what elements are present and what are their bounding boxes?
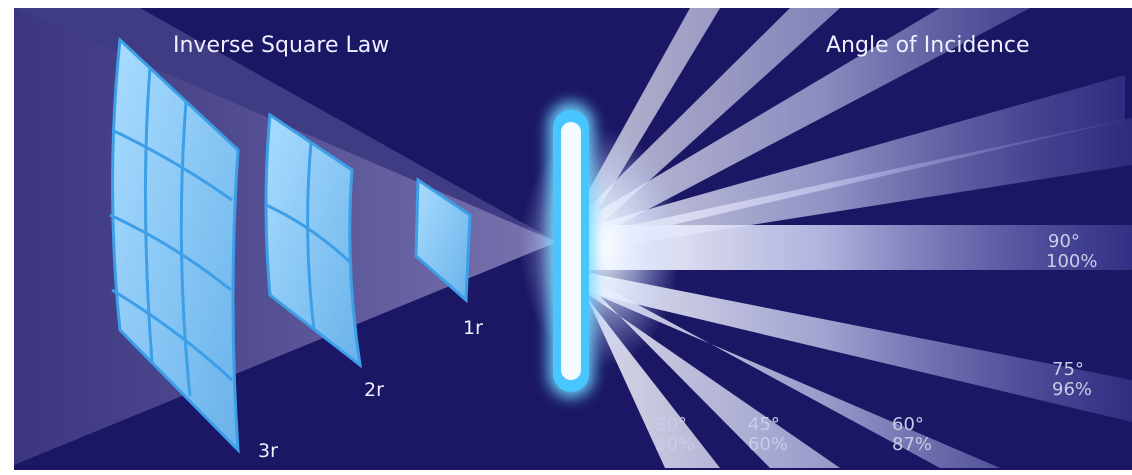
ray-upper-3	[580, 8, 1030, 240]
ray-upper-5	[585, 118, 1132, 250]
ray-percent-90: 100%	[1046, 251, 1097, 272]
ray-30	[578, 278, 720, 468]
ray-angle-90: 90°	[1048, 231, 1080, 252]
lamp-tube	[548, 102, 594, 398]
ray-angle-60: 60°	[892, 414, 924, 435]
ray-percent-75: 96%	[1052, 379, 1092, 400]
ray-75	[585, 272, 1132, 422]
distance-label-2r: 2r	[364, 379, 384, 401]
distance-label-1r: 1r	[463, 317, 483, 339]
ray-angle-75: 75°	[1052, 359, 1084, 380]
panel-1r	[414, 177, 472, 304]
distance-label-3r: 3r	[258, 440, 278, 462]
ray-angle-30: 30°	[655, 414, 687, 435]
panel-3r	[109, 36, 240, 454]
ray-90	[585, 225, 1132, 270]
ray-percent-45: 60%	[748, 434, 788, 455]
ray-percent-60: 87%	[892, 434, 932, 455]
panel-2r	[264, 112, 363, 369]
ray-percent-30: 50%	[655, 434, 695, 455]
light-burst	[520, 128, 680, 368]
right-title: Angle of Incidence	[826, 33, 1030, 58]
ray-angle-45: 45°	[748, 414, 780, 435]
left-title: Inverse Square Law	[173, 33, 389, 58]
ray-upper-4	[582, 75, 1125, 244]
